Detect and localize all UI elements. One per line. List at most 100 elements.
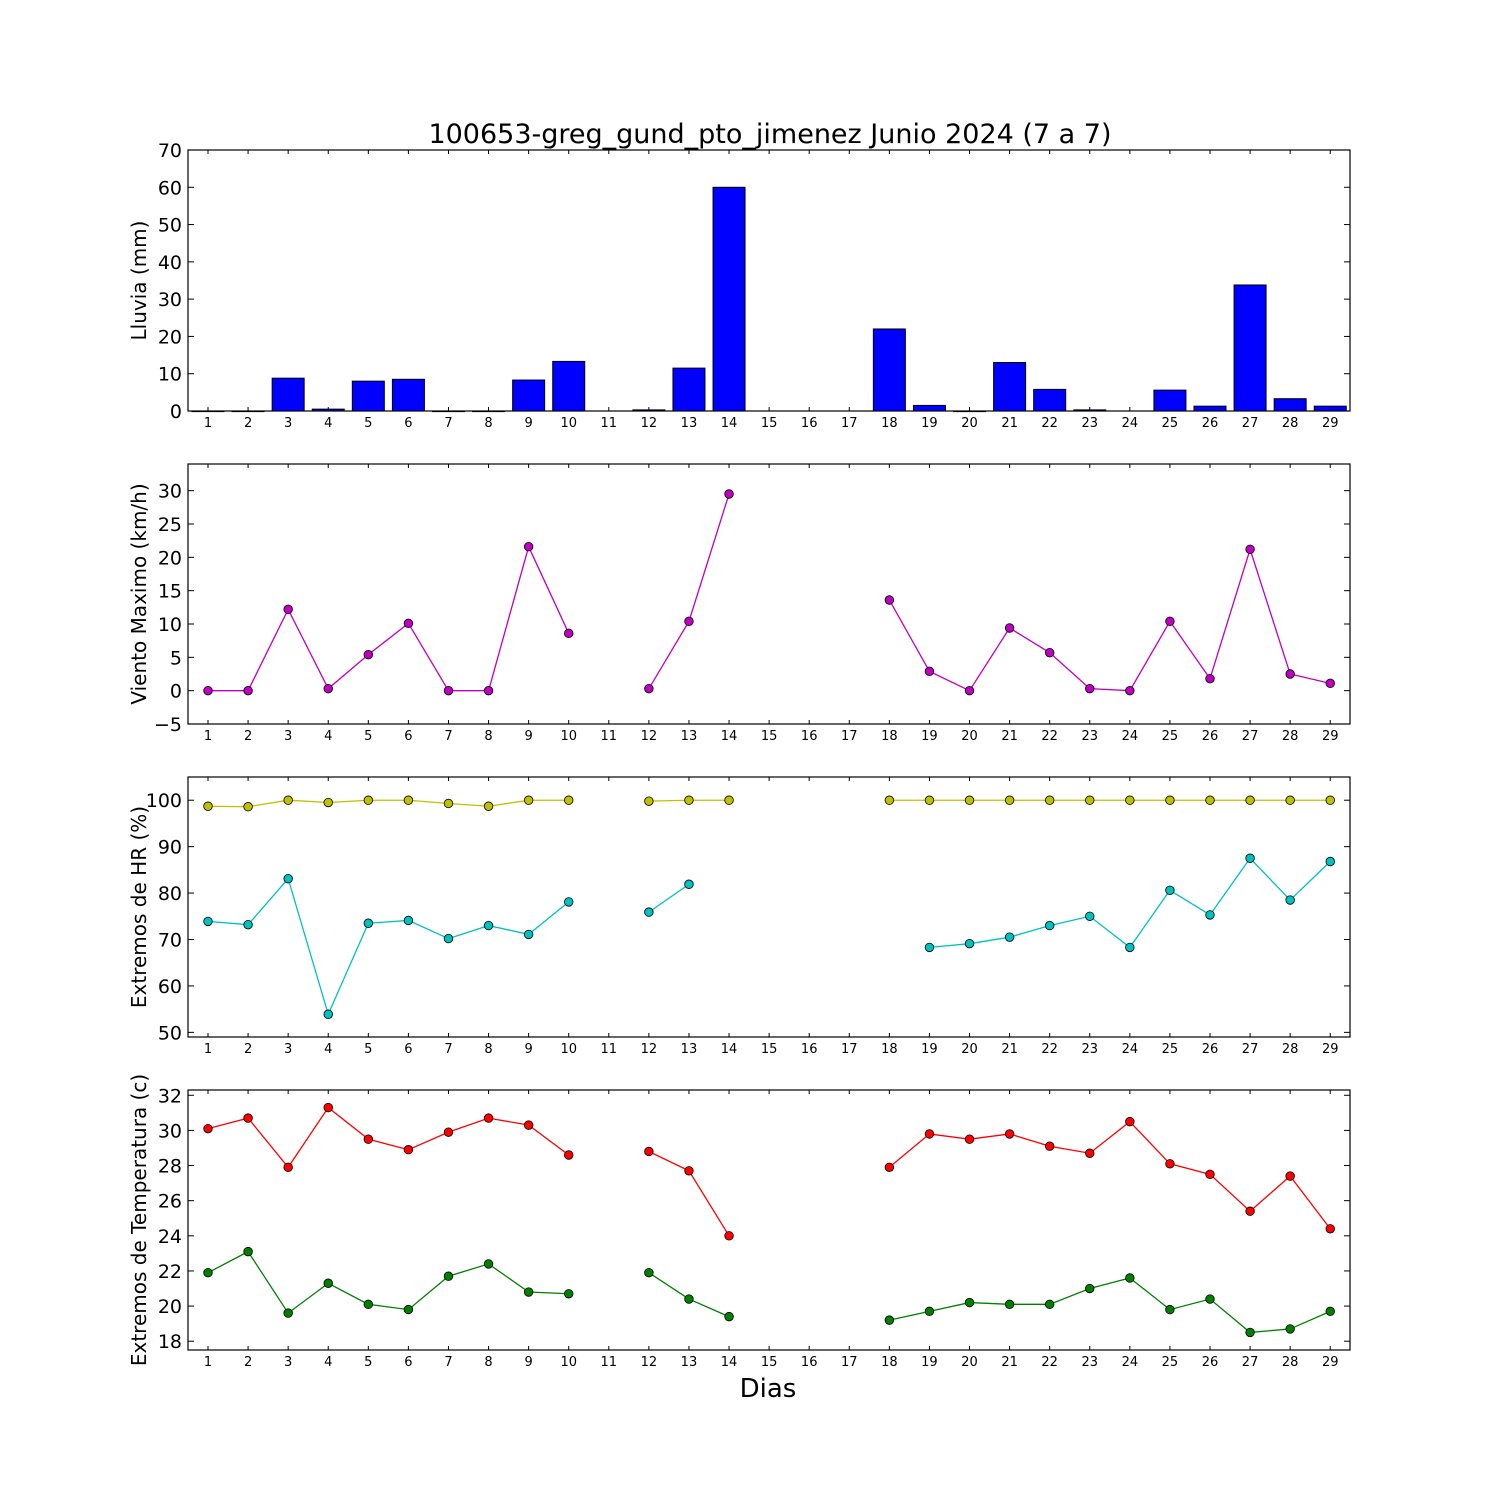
- y-tick-label: 0: [170, 681, 182, 703]
- data-point: [1245, 1206, 1255, 1216]
- data-point: [1085, 1148, 1095, 1158]
- x-tick-label: 20: [961, 1355, 978, 1370]
- y-tick-label: 30: [158, 1120, 182, 1142]
- data-point: [1245, 795, 1255, 805]
- y-tick-label: 25: [158, 514, 182, 536]
- x-tick-label: 1: [204, 416, 212, 431]
- y-tick-label: 20: [158, 1296, 182, 1318]
- data-point: [724, 489, 734, 499]
- x-tick-label: 7: [444, 1355, 452, 1370]
- data-point: [283, 1162, 293, 1172]
- x-tick-label: 23: [1081, 729, 1098, 744]
- y-tick-label: 70: [158, 930, 182, 952]
- data-point: [1044, 647, 1055, 658]
- data-point: [564, 897, 574, 907]
- data-point: [1125, 685, 1135, 696]
- x-tick-label: 29: [1322, 729, 1339, 744]
- y-axis-label: Extremos de Temperatura (c): [127, 1074, 151, 1366]
- y-tick-label: 30: [158, 481, 182, 503]
- data-point: [203, 801, 213, 811]
- x-tick-label: 13: [681, 1355, 698, 1370]
- data-point: [243, 1246, 253, 1257]
- rain-bar: [552, 360, 586, 412]
- x-tick-label: 21: [1001, 1355, 1018, 1370]
- rain-bar: [1193, 405, 1227, 412]
- y-tick-label: 40: [158, 252, 182, 274]
- x-tick-label: 26: [1202, 1042, 1219, 1057]
- y-tick-label: 50: [158, 215, 182, 237]
- plot-frame: [187, 463, 1351, 725]
- rain-bar: [431, 410, 465, 413]
- x-tick-label: 17: [841, 416, 858, 431]
- data-point: [644, 1146, 654, 1157]
- data-point: [1205, 1294, 1215, 1304]
- rain-bar: [1233, 284, 1267, 412]
- y-tick-label: 100: [146, 790, 182, 812]
- data-point: [523, 929, 534, 940]
- data-point: [1205, 910, 1215, 920]
- data-point: [443, 1271, 454, 1281]
- y-tick-label: 60: [158, 976, 182, 998]
- rain-bar: [271, 377, 305, 412]
- y-axis-label: Viento Maximo (km/h): [127, 483, 151, 704]
- y-tick-label: 20: [158, 326, 182, 348]
- data-point: [443, 1127, 454, 1137]
- x-tick-label: 8: [484, 1042, 492, 1057]
- data-point: [323, 797, 333, 808]
- data-point: [684, 795, 694, 805]
- data-point: [964, 1134, 975, 1144]
- x-tick-label: 9: [524, 1355, 532, 1370]
- rain-bar: [191, 410, 225, 413]
- x-tick-label: 4: [324, 729, 332, 744]
- x-tick-label: 18: [881, 729, 898, 744]
- data-point: [1165, 1159, 1175, 1169]
- data-point: [1325, 1306, 1335, 1317]
- rain-bar: [672, 367, 706, 412]
- series-line: [207, 1250, 569, 1315]
- x-tick-label: 4: [324, 416, 332, 431]
- data-point: [1325, 678, 1335, 689]
- data-point: [363, 649, 374, 660]
- data-point: [1125, 1116, 1135, 1127]
- x-tick-label: 17: [841, 729, 858, 744]
- x-tick-label: 22: [1041, 416, 1058, 431]
- data-point: [1205, 673, 1215, 684]
- x-tick-label: 25: [1162, 416, 1179, 431]
- y-tick-label: 20: [158, 547, 182, 569]
- data-point: [644, 907, 654, 917]
- x-tick-label: 26: [1202, 1355, 1219, 1370]
- x-tick-label: 4: [324, 1042, 332, 1057]
- rain-bar: [351, 380, 385, 412]
- x-tick-label: 1: [204, 1042, 212, 1057]
- x-tick-label: 23: [1081, 1355, 1098, 1370]
- x-tick-label: 11: [601, 729, 618, 744]
- x-tick-label: 20: [961, 416, 978, 431]
- series-line: [207, 1106, 570, 1169]
- data-point: [523, 541, 534, 552]
- y-tick-label: 32: [158, 1085, 182, 1107]
- data-point: [1285, 1324, 1295, 1334]
- y-tick-label: 50: [158, 1022, 182, 1044]
- data-point: [1125, 795, 1135, 805]
- x-tick-label: 8: [484, 1355, 492, 1370]
- y-tick-label: 28: [158, 1156, 182, 1178]
- x-tick-label: 3: [284, 416, 292, 431]
- data-point: [1044, 1141, 1055, 1151]
- data-point: [323, 1278, 333, 1288]
- data-point: [964, 795, 975, 805]
- x-tick-label: 29: [1322, 1042, 1339, 1057]
- data-point: [684, 1166, 694, 1176]
- x-tick-label: 19: [921, 1042, 938, 1057]
- data-point: [443, 798, 454, 809]
- data-point: [283, 795, 293, 805]
- x-tick-label: 15: [761, 729, 778, 744]
- x-tick-label: 10: [560, 1355, 577, 1370]
- data-point: [964, 938, 975, 949]
- data-point: [924, 1129, 935, 1139]
- data-point: [724, 795, 734, 805]
- data-point: [1285, 1171, 1295, 1181]
- x-tick-label: 25: [1162, 1355, 1179, 1370]
- x-tick-label: 26: [1202, 729, 1219, 744]
